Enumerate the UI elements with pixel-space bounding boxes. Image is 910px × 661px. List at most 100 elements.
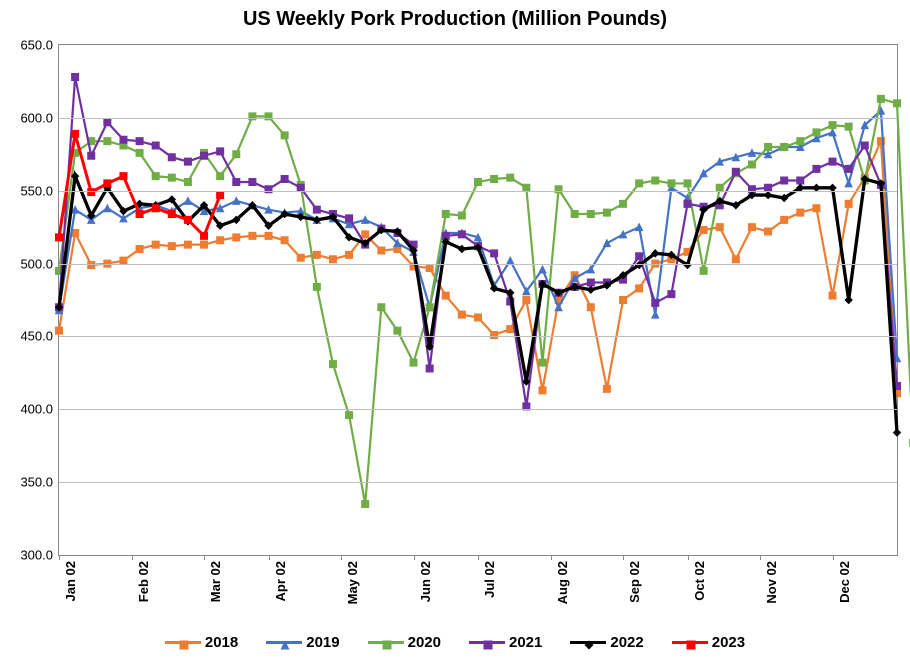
series-marker-2018 xyxy=(620,297,627,304)
series-marker-2020 xyxy=(233,151,240,158)
x-tick xyxy=(59,555,60,560)
series-marker-2018 xyxy=(168,243,175,250)
series-marker-2020 xyxy=(845,123,852,130)
series-marker-2020 xyxy=(136,149,143,156)
legend: 201820192020202120222023 xyxy=(0,631,910,651)
series-marker-2020 xyxy=(217,173,224,180)
series-marker-2018 xyxy=(539,387,546,394)
series-marker-2020 xyxy=(652,177,659,184)
series-marker-2021 xyxy=(72,74,79,81)
series-marker-2019 xyxy=(539,266,546,273)
series-marker-2020 xyxy=(168,174,175,181)
series-marker-2018 xyxy=(378,247,385,254)
x-tick-label: Dec 02 xyxy=(837,561,852,603)
series-marker-2021 xyxy=(201,152,208,159)
series-marker-2020 xyxy=(346,412,353,419)
series-marker-2021 xyxy=(668,291,675,298)
series-marker-2020 xyxy=(152,173,159,180)
series-marker-2021 xyxy=(491,250,498,257)
series-marker-2020 xyxy=(265,113,272,120)
series-marker-2018 xyxy=(265,232,272,239)
series-marker-2021 xyxy=(249,178,256,185)
series-marker-2022 xyxy=(894,429,901,436)
series-marker-2021 xyxy=(684,200,691,207)
series-marker-2023 xyxy=(120,173,127,180)
series-marker-2018 xyxy=(507,326,514,333)
series-marker-2018 xyxy=(249,232,256,239)
series-marker-2021 xyxy=(732,168,739,175)
x-tick-label: Mar 02 xyxy=(208,561,223,602)
series-marker-2018 xyxy=(845,200,852,207)
series-marker-2021 xyxy=(636,253,643,260)
gridline xyxy=(59,264,897,265)
series-marker-2022 xyxy=(587,286,594,293)
y-tick-label: 450.0 xyxy=(20,329,53,344)
legend-item-2023: 2023 xyxy=(672,634,745,651)
x-tick xyxy=(204,555,205,560)
series-marker-2019 xyxy=(652,311,659,318)
legend-marker-icon xyxy=(279,638,289,648)
series-marker-2018 xyxy=(313,251,320,258)
series-marker-2023 xyxy=(168,211,175,218)
series-marker-2018 xyxy=(765,228,772,235)
series-marker-2020 xyxy=(700,267,707,274)
legend-line xyxy=(368,641,404,644)
chart-lines xyxy=(59,45,897,555)
series-line-2022 xyxy=(59,176,897,432)
x-tick-label: Apr 02 xyxy=(273,561,288,601)
series-marker-2020 xyxy=(329,361,336,368)
series-marker-2021 xyxy=(104,119,111,126)
series-marker-2023 xyxy=(152,205,159,212)
series-marker-2020 xyxy=(748,161,755,168)
legend-marker-icon xyxy=(685,638,695,648)
gridline xyxy=(59,409,897,410)
legend-label: 2023 xyxy=(712,634,745,651)
series-marker-2018 xyxy=(603,385,610,392)
series-marker-2018 xyxy=(636,285,643,292)
series-marker-2018 xyxy=(458,311,465,318)
series-marker-2021 xyxy=(88,152,95,159)
series-marker-2021 xyxy=(346,215,353,222)
series-marker-2018 xyxy=(716,224,723,231)
series-marker-2020 xyxy=(394,327,401,334)
legend-item-2022: 2022 xyxy=(570,634,643,651)
y-tick-label: 400.0 xyxy=(20,402,53,417)
series-marker-2021 xyxy=(652,299,659,306)
legend-label: 2020 xyxy=(408,634,441,651)
series-marker-2018 xyxy=(523,297,530,304)
series-marker-2018 xyxy=(813,205,820,212)
series-marker-2023 xyxy=(72,130,79,137)
series-marker-2021 xyxy=(265,186,272,193)
series-marker-2018 xyxy=(329,256,336,263)
series-marker-2020 xyxy=(620,200,627,207)
series-marker-2020 xyxy=(281,132,288,139)
series-marker-2019 xyxy=(184,197,191,204)
series-marker-2018 xyxy=(732,256,739,263)
chart-title: US Weekly Pork Production (Million Pound… xyxy=(0,8,910,31)
x-tick xyxy=(478,555,479,560)
series-marker-2018 xyxy=(281,237,288,244)
x-tick xyxy=(760,555,761,560)
series-marker-2020 xyxy=(603,209,610,216)
series-marker-2020 xyxy=(491,176,498,183)
series-marker-2021 xyxy=(233,178,240,185)
legend-marker-icon xyxy=(482,638,492,648)
y-tick-label: 300.0 xyxy=(20,548,53,563)
series-marker-2018 xyxy=(587,304,594,311)
series-marker-2022 xyxy=(765,192,772,199)
x-tick xyxy=(269,555,270,560)
series-marker-2018 xyxy=(829,292,836,299)
x-tick-label: Nov 02 xyxy=(764,561,779,604)
series-marker-2020 xyxy=(668,180,675,187)
series-marker-2018 xyxy=(136,246,143,253)
legend-marker-icon xyxy=(178,638,188,648)
series-marker-2020 xyxy=(458,212,465,219)
series-marker-2023 xyxy=(104,180,111,187)
legend-line xyxy=(165,641,201,644)
x-tick xyxy=(132,555,133,560)
y-tick-label: 550.0 xyxy=(20,183,53,198)
legend-item-2018: 2018 xyxy=(165,634,238,651)
chart-container: US Weekly Pork Production (Million Pound… xyxy=(0,0,910,661)
series-marker-2020 xyxy=(249,113,256,120)
plot-area: 300.0350.0400.0450.0500.0550.0600.0650.0… xyxy=(58,44,898,556)
